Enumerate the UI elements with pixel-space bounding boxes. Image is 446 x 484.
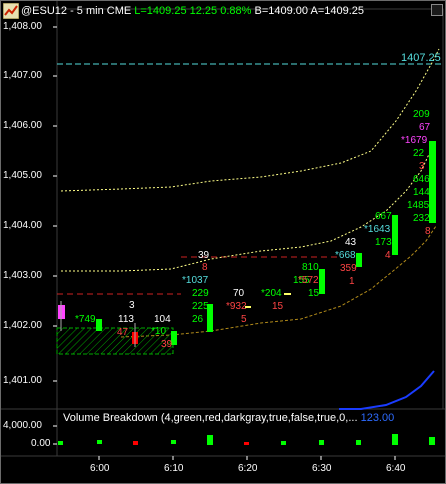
price-axis-label: 1,403.00 xyxy=(3,270,42,281)
bar-annotation: 5 xyxy=(241,314,247,325)
bid-price: B=1409.00 xyxy=(254,5,309,17)
volume-line xyxy=(339,370,435,410)
bar-annotation: 667 xyxy=(375,211,392,222)
volume-study-params: Volume Breakdown (4,green,red,darkgray,t… xyxy=(63,412,358,424)
bar-annotation: 39 xyxy=(161,339,173,350)
time-axis-label: 6:30 xyxy=(312,463,332,474)
price-axis-label: 1,405.00 xyxy=(3,170,42,181)
time-axis-label: 6:40 xyxy=(386,463,406,474)
bar-annotation: *10 xyxy=(151,326,167,337)
bar-annotation: 173 xyxy=(375,237,392,248)
bar-annotation: 359 xyxy=(340,263,357,274)
bar-annotation: 4 xyxy=(385,250,391,261)
time-axis-label: 6:20 xyxy=(238,463,258,474)
price-axis-label: 1,401.00 xyxy=(3,375,42,386)
volume-axis-label: 4,000.00 xyxy=(3,420,42,431)
bar-annotation: *572 xyxy=(298,275,319,286)
bar-annotation: 15 xyxy=(272,301,284,312)
net-change: 12.25 xyxy=(189,5,218,17)
price-axis-label: 1,407.00 xyxy=(3,70,42,81)
bar-annotation: 8 xyxy=(202,262,208,273)
bar-annotation: 39 xyxy=(198,250,210,261)
volume-bars xyxy=(58,434,435,445)
bar-annotation: 104 xyxy=(154,314,171,325)
bar-annotation: 15 xyxy=(308,288,320,299)
candle-up xyxy=(392,215,398,255)
bar-annotation: 229 xyxy=(192,288,209,299)
bar-annotation: *668 xyxy=(335,250,356,261)
candle-up xyxy=(429,141,436,223)
middle-band xyxy=(61,145,434,272)
time-axis-label: 6:10 xyxy=(164,463,184,474)
bar-annotation: 22 xyxy=(413,148,425,159)
bar-annotation: *932 xyxy=(226,301,247,312)
bar-annotation: 113 xyxy=(118,314,134,325)
bar-annotation: 232 xyxy=(413,213,430,224)
bar-annotation: 144 xyxy=(413,187,430,198)
bar-annotation: *749 xyxy=(75,314,96,325)
bar-annotation: 646 xyxy=(413,174,430,185)
bar-annotation: 70 xyxy=(233,288,245,299)
price-axis-label: 1,402.00 xyxy=(3,320,42,331)
last-price: L=1409.25 xyxy=(134,5,187,17)
price-axis-label: 1,406.00 xyxy=(3,120,42,131)
bar-annotation: 155 xyxy=(293,275,310,286)
price-axis-label: 1,404.00 xyxy=(3,220,42,231)
price-ticks xyxy=(53,26,57,382)
candle-up xyxy=(96,319,102,331)
bar-annotation: 225 xyxy=(192,301,209,312)
close-icon[interactable] xyxy=(431,4,443,16)
candle-up xyxy=(171,331,177,345)
price-axis-label: 1,408.00 xyxy=(3,21,42,32)
bar-annotation: 810 xyxy=(302,262,319,273)
symbol-label: @ESU12 - 5 min CME xyxy=(21,5,132,17)
volume-axis-label: 0.00 xyxy=(31,438,51,449)
time-axis-label: 6:00 xyxy=(90,463,110,474)
title-text: @ESU12 - 5 min CME L=1409.25 12.25 0.88%… xyxy=(21,5,364,17)
candles xyxy=(58,141,436,347)
bar-annotation: *1037 xyxy=(182,275,209,286)
bar-annotation: *1643 xyxy=(364,224,391,235)
title-bar: @ESU12 - 5 min CME L=1409.25 12.25 0.88%… xyxy=(1,1,445,23)
bar-annotation: 1 xyxy=(349,276,355,287)
volume-study-title: Volume Breakdown (4,green,red,darkgray,t… xyxy=(63,412,394,424)
bar-annotation: 1485 xyxy=(407,200,430,211)
bar-annotation: 209 xyxy=(413,109,430,120)
bar-annotation: *204 xyxy=(261,288,282,299)
lower-band xyxy=(120,225,437,338)
candle-up xyxy=(207,304,213,332)
upper-band xyxy=(60,48,440,192)
candle-up xyxy=(319,269,325,294)
percent-change: 0.88% xyxy=(220,5,252,17)
candle-up xyxy=(356,253,362,267)
price-line-label: 1407.25 xyxy=(401,52,441,64)
bar-annotation: 47 xyxy=(117,327,129,338)
bar-annotation: 67 xyxy=(419,122,431,133)
bar-annotation: 8 xyxy=(425,226,431,237)
bar-annotation: 43 xyxy=(345,237,357,248)
bar-annotation: *1679 xyxy=(401,135,428,146)
volume-study-value: 123.00 xyxy=(360,412,395,424)
bar-annotation: 3 xyxy=(129,300,135,311)
bar-annotation: 26 xyxy=(192,314,204,325)
chart-app-icon xyxy=(3,3,19,19)
bar-annotation: 3 xyxy=(419,161,425,172)
ask-price: A=1409.25 xyxy=(310,5,365,17)
time-ticks xyxy=(98,456,396,460)
